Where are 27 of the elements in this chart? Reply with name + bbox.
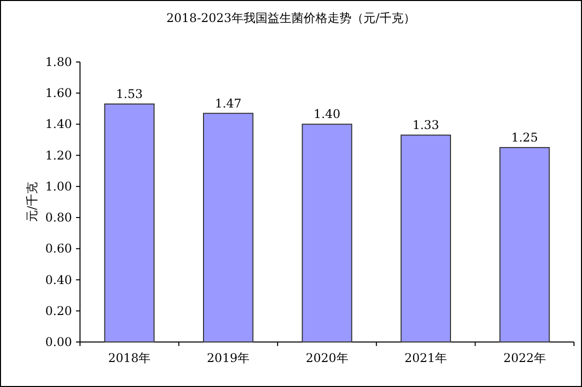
bar (499, 147, 550, 342)
x-tick-label: 2018年 (108, 351, 151, 365)
data-label: 1.53 (116, 87, 143, 101)
data-label: 1.25 (511, 130, 538, 145)
bar (203, 112, 254, 342)
y-tick-label: 0.20 (45, 304, 72, 318)
y-tick-label: 1.00 (45, 179, 72, 194)
bar (400, 134, 451, 342)
x-tick-label: 2021年 (404, 351, 448, 365)
y-tick-label: 0.60 (45, 242, 72, 256)
y-tick-label: 0.40 (45, 272, 72, 287)
data-label: 1.33 (412, 118, 440, 132)
bar (302, 124, 352, 342)
chart-title: 2018-2023年我国益生菌价格走势（元/千克） (166, 11, 416, 25)
y-tick-label: 1.60 (45, 86, 72, 100)
y-tick-label: 0.00 (45, 335, 72, 349)
y-tick-label: 1.40 (45, 117, 72, 132)
data-label: 1.40 (314, 107, 340, 122)
x-tick-label: 2020年 (306, 351, 348, 365)
y-axis-title: 元/千克 (25, 182, 39, 222)
bar (104, 104, 155, 342)
y-tick-label: 0.80 (45, 210, 72, 225)
x-tick-label: 2022年 (503, 351, 546, 365)
y-tick-label: 1.80 (45, 55, 72, 69)
x-tick-label: 2019年 (206, 351, 250, 365)
y-tick-label: 1.20 (45, 148, 72, 162)
data-label: 1.47 (214, 96, 242, 110)
